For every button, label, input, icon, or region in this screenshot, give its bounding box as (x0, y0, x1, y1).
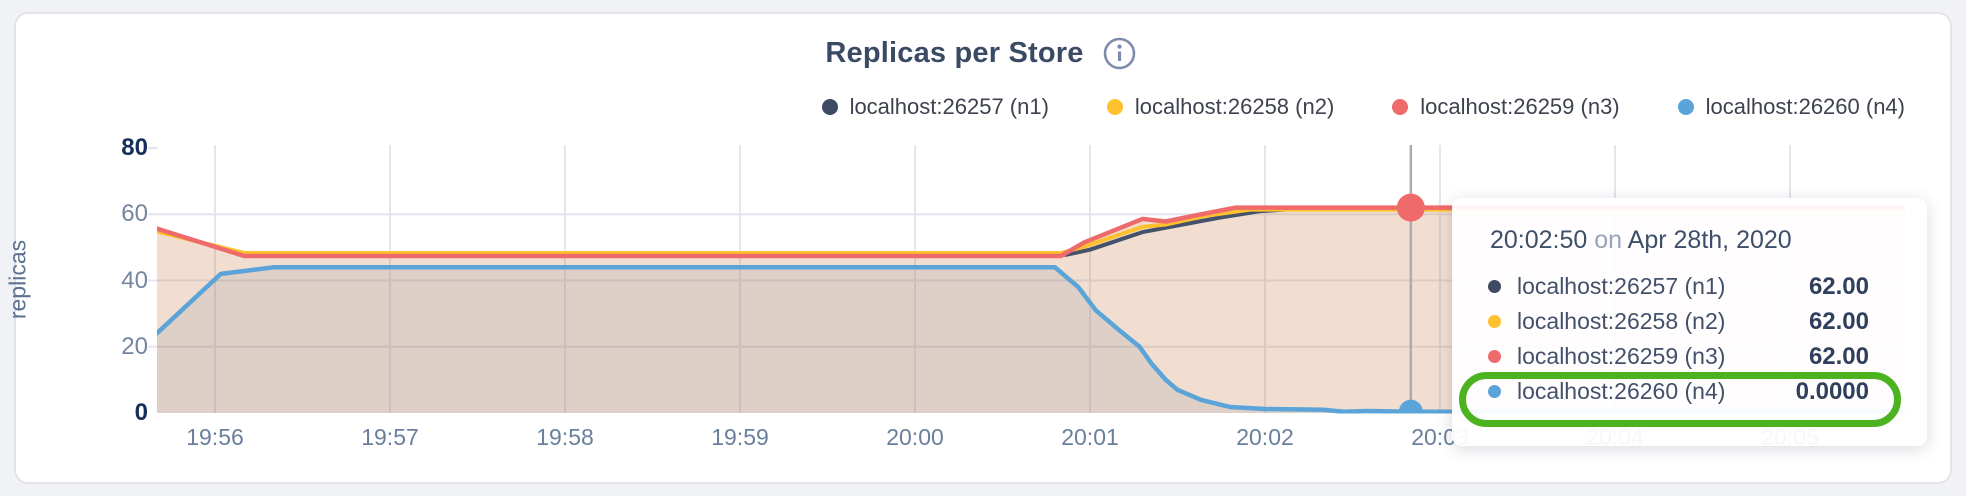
hover-marker-dot (1398, 399, 1423, 414)
tooltip-series-value: 62.00 (1808, 342, 1869, 370)
y-tick-label: 40 (121, 266, 148, 294)
tooltip-series-dot-icon (1488, 280, 1501, 293)
y-tick-label: 0 (134, 399, 148, 426)
legend-series-dot-icon (821, 99, 838, 115)
legend-series-label: localhost:26259 (n3) (1420, 94, 1620, 119)
tooltip-row: localhost:26257 (n1) 62.00 (1488, 269, 1869, 304)
tooltip-series-label: localhost:26257 (n1) (1517, 273, 1726, 299)
tooltip-series-dot-icon (1488, 315, 1501, 328)
tooltip-row: localhost:26260 (n4) 0.0000 (1488, 374, 1869, 409)
info-icon[interactable] (1102, 36, 1137, 71)
tooltip-date: Apr 28th, 2020 (1627, 226, 1792, 254)
legend-series-label: localhost:26260 (n4) (1705, 94, 1905, 119)
x-tick-label: 19:57 (361, 424, 419, 450)
x-tick-label: 20:01 (1061, 424, 1119, 450)
x-tick-label: 19:56 (186, 424, 244, 450)
tooltip-header: 20:02:50 on Apr 28th, 2020 (1490, 226, 1869, 255)
legend-series-dot-icon (1106, 99, 1123, 115)
tooltip-rows: localhost:26257 (n1) 62.00 localhost:26258… (1488, 269, 1869, 409)
tooltip-series-value: 62.00 (1808, 307, 1869, 335)
x-tick-label: 19:59 (711, 424, 769, 450)
tooltip-series-dot-icon (1488, 350, 1501, 363)
chart-legend: localhost:26257 (n1) localhost:26258 (n2)… (0, 94, 1905, 120)
legend-series-dot-icon (1677, 99, 1694, 115)
chart-tooltip: 20:02:50 on Apr 28th, 2020 localhost:262… (1452, 198, 1927, 446)
legend-item: localhost:26260 (n4) (1677, 94, 1905, 120)
chart-title: Replicas per Store (825, 37, 1084, 69)
tooltip-row: localhost:26259 (n3) 62.00 (1488, 339, 1869, 374)
tooltip-time: 20:02:50 (1490, 226, 1588, 254)
legend-item: localhost:26257 (n1) (821, 94, 1049, 120)
legend-series-label: localhost:26257 (n1) (849, 94, 1049, 119)
legend-item: localhost:26258 (n2) (1106, 94, 1335, 120)
y-tick-label: 20 (121, 332, 148, 360)
tooltip-on-word: on (1594, 226, 1623, 254)
y-tick-label: 80 (121, 134, 148, 161)
tooltip-series-label: localhost:26259 (n3) (1517, 343, 1726, 369)
legend-item: localhost:26259 (n3) (1392, 94, 1620, 120)
legend-series-label: localhost:26258 (n2) (1134, 94, 1335, 119)
legend-series-dot-icon (1392, 99, 1409, 115)
chart-header: Replicas per Store (14, 36, 1948, 71)
tooltip-series-label: localhost:26258 (n2) (1517, 308, 1726, 334)
x-tick-label: 20:02 (1236, 424, 1294, 450)
hover-marker-dot (1396, 193, 1425, 222)
x-tick-label: 20:00 (886, 424, 944, 450)
x-tick-label: 19:58 (536, 424, 594, 450)
tooltip-series-label: localhost:26260 (n4) (1517, 378, 1726, 404)
y-tick-label: 60 (121, 200, 148, 228)
tooltip-series-value: 62.00 (1808, 272, 1869, 300)
tooltip-series-dot-icon (1488, 385, 1501, 398)
tooltip-row: localhost:26258 (n2) 62.00 (1488, 304, 1869, 339)
tooltip-series-value: 0.0000 (1795, 377, 1869, 405)
